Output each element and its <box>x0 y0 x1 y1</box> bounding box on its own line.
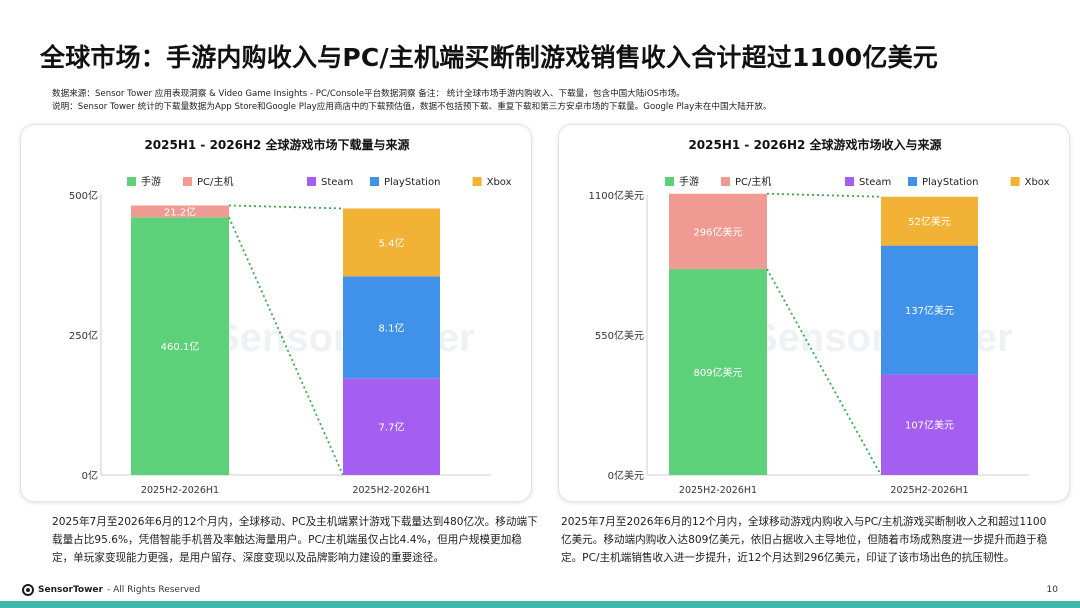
bar-segment-PC/主机 <box>131 205 229 218</box>
legend-swatch-PC/主机 <box>721 177 730 186</box>
legend-label-Steam: Steam <box>321 177 353 188</box>
data-label-Xbox: 5.4亿 <box>379 236 405 249</box>
legend-swatch-Xbox <box>472 177 482 186</box>
legend-swatch-Xbox <box>1010 177 1020 186</box>
legend-swatch-PC/主机 <box>183 177 192 186</box>
bar-segment-Xbox <box>881 196 978 246</box>
chart-title: 2025H1 - 2026H2 全球游戏市场下载量与来源 <box>144 137 409 152</box>
legend-swatch-Steam <box>845 177 854 186</box>
y-tick-label: 0亿 <box>82 469 98 482</box>
downloads-chart-card: Sensor Tower2025H1 - 2026H2 全球游戏市场下载量与来源… <box>20 124 532 502</box>
footer-rights: - All Rights Reserved <box>106 585 201 595</box>
data-label-PlayStation: 8.1亿 <box>379 321 405 334</box>
connector-bottom-line <box>228 216 344 476</box>
data-label-Steam: 7.7亿 <box>379 421 405 434</box>
connector-bottom-line <box>766 268 882 476</box>
bar-segment-PlayStation <box>343 276 440 379</box>
legend-swatch-Steam <box>307 177 316 186</box>
x-category-label: 2025H2-2026H1 <box>679 485 757 496</box>
y-tick-label: 250亿 <box>69 329 98 342</box>
chart-title: 2025H1 - 2026H2 全球游戏市场收入与来源 <box>688 137 941 152</box>
bar-segment-Steam <box>881 374 978 475</box>
data-label-Steam: 107亿美元 <box>905 419 954 432</box>
bar-segment-手游 <box>131 217 229 475</box>
downloads-chart: Sensor Tower2025H1 - 2026H2 全球游戏市场下载量与来源… <box>69 137 512 496</box>
legend-label-Steam: Steam <box>859 177 891 188</box>
page-number: 10 <box>1046 585 1058 595</box>
footer-brand: SensorTower <box>38 585 103 595</box>
y-tick-label: 500亿 <box>69 189 98 202</box>
legend-swatch-PlayStation <box>370 177 379 186</box>
bottom-accent-bar <box>0 601 1080 608</box>
data-label-Xbox: 52亿美元 <box>908 215 951 228</box>
explain-note: 说明：Sensor Tower 统计的下载量数据为App Store和Googl… <box>52 102 772 112</box>
legend-label-Xbox: Xbox <box>487 177 512 188</box>
bar-segment-PlayStation <box>881 245 978 375</box>
revenue-description: 2025年7月至2026年6月的12个月内，全球移动游戏内购收入与PC/主机游戏… <box>561 516 1048 564</box>
y-tick-label: 1100亿美元 <box>589 189 644 202</box>
bar-segment-PC/主机 <box>669 193 767 270</box>
legend-label-PC/主机: PC/主机 <box>197 175 233 188</box>
revenue-chart: Sensor Tower2025H1 - 2026H2 全球游戏市场收入与来源手… <box>589 137 1050 496</box>
data-label-PC/主机: 296亿美元 <box>693 225 742 238</box>
source-note: 数据来源：Sensor Tower 应用表现洞察 & Video Game In… <box>52 89 685 99</box>
revenue-chart-card: Sensor Tower2025H1 - 2026H2 全球游戏市场收入与来源手… <box>558 124 1070 502</box>
legend-label-Xbox: Xbox <box>1025 177 1050 188</box>
sensor-tower-logo-icon <box>22 584 34 596</box>
bar-segment-Xbox <box>343 208 440 277</box>
bar-segment-手游 <box>669 269 767 475</box>
x-category-label: 2025H2-2026H1 <box>890 485 968 496</box>
y-tick-label: 0亿美元 <box>608 469 644 482</box>
legend-swatch-手游 <box>127 177 136 186</box>
legend-swatch-PlayStation <box>908 177 917 186</box>
legend-label-PlayStation: PlayStation <box>922 177 978 188</box>
data-label-PC/主机: 21.2亿 <box>164 205 196 218</box>
connector-top-line <box>766 192 882 198</box>
legend-label-手游: 手游 <box>141 175 161 188</box>
x-category-label: 2025H2-2026H1 <box>352 485 430 496</box>
x-category-label: 2025H2-2026H1 <box>141 485 219 496</box>
legend-label-手游: 手游 <box>679 175 699 188</box>
connector-top-line <box>228 204 344 210</box>
legend-swatch-手游 <box>665 177 674 186</box>
data-label-PlayStation: 137亿美元 <box>905 304 954 317</box>
data-label-手游: 809亿美元 <box>693 366 742 379</box>
footer-logo: SensorTower - All Rights Reserved <box>22 584 200 596</box>
downloads-description: 2025年7月至2026年6月的12个月内，全球移动、PC及主机端累计游戏下载量… <box>52 516 538 564</box>
data-label-手游: 460.1亿 <box>161 340 200 353</box>
page-title: 全球市场：手游内购收入与PC/主机端买断制游戏销售收入合计超过1100亿美元 <box>40 43 938 72</box>
y-tick-label: 550亿美元 <box>595 329 644 342</box>
legend-label-PlayStation: PlayStation <box>384 177 440 188</box>
legend-label-PC/主机: PC/主机 <box>735 175 771 188</box>
bar-segment-Steam <box>343 378 440 475</box>
